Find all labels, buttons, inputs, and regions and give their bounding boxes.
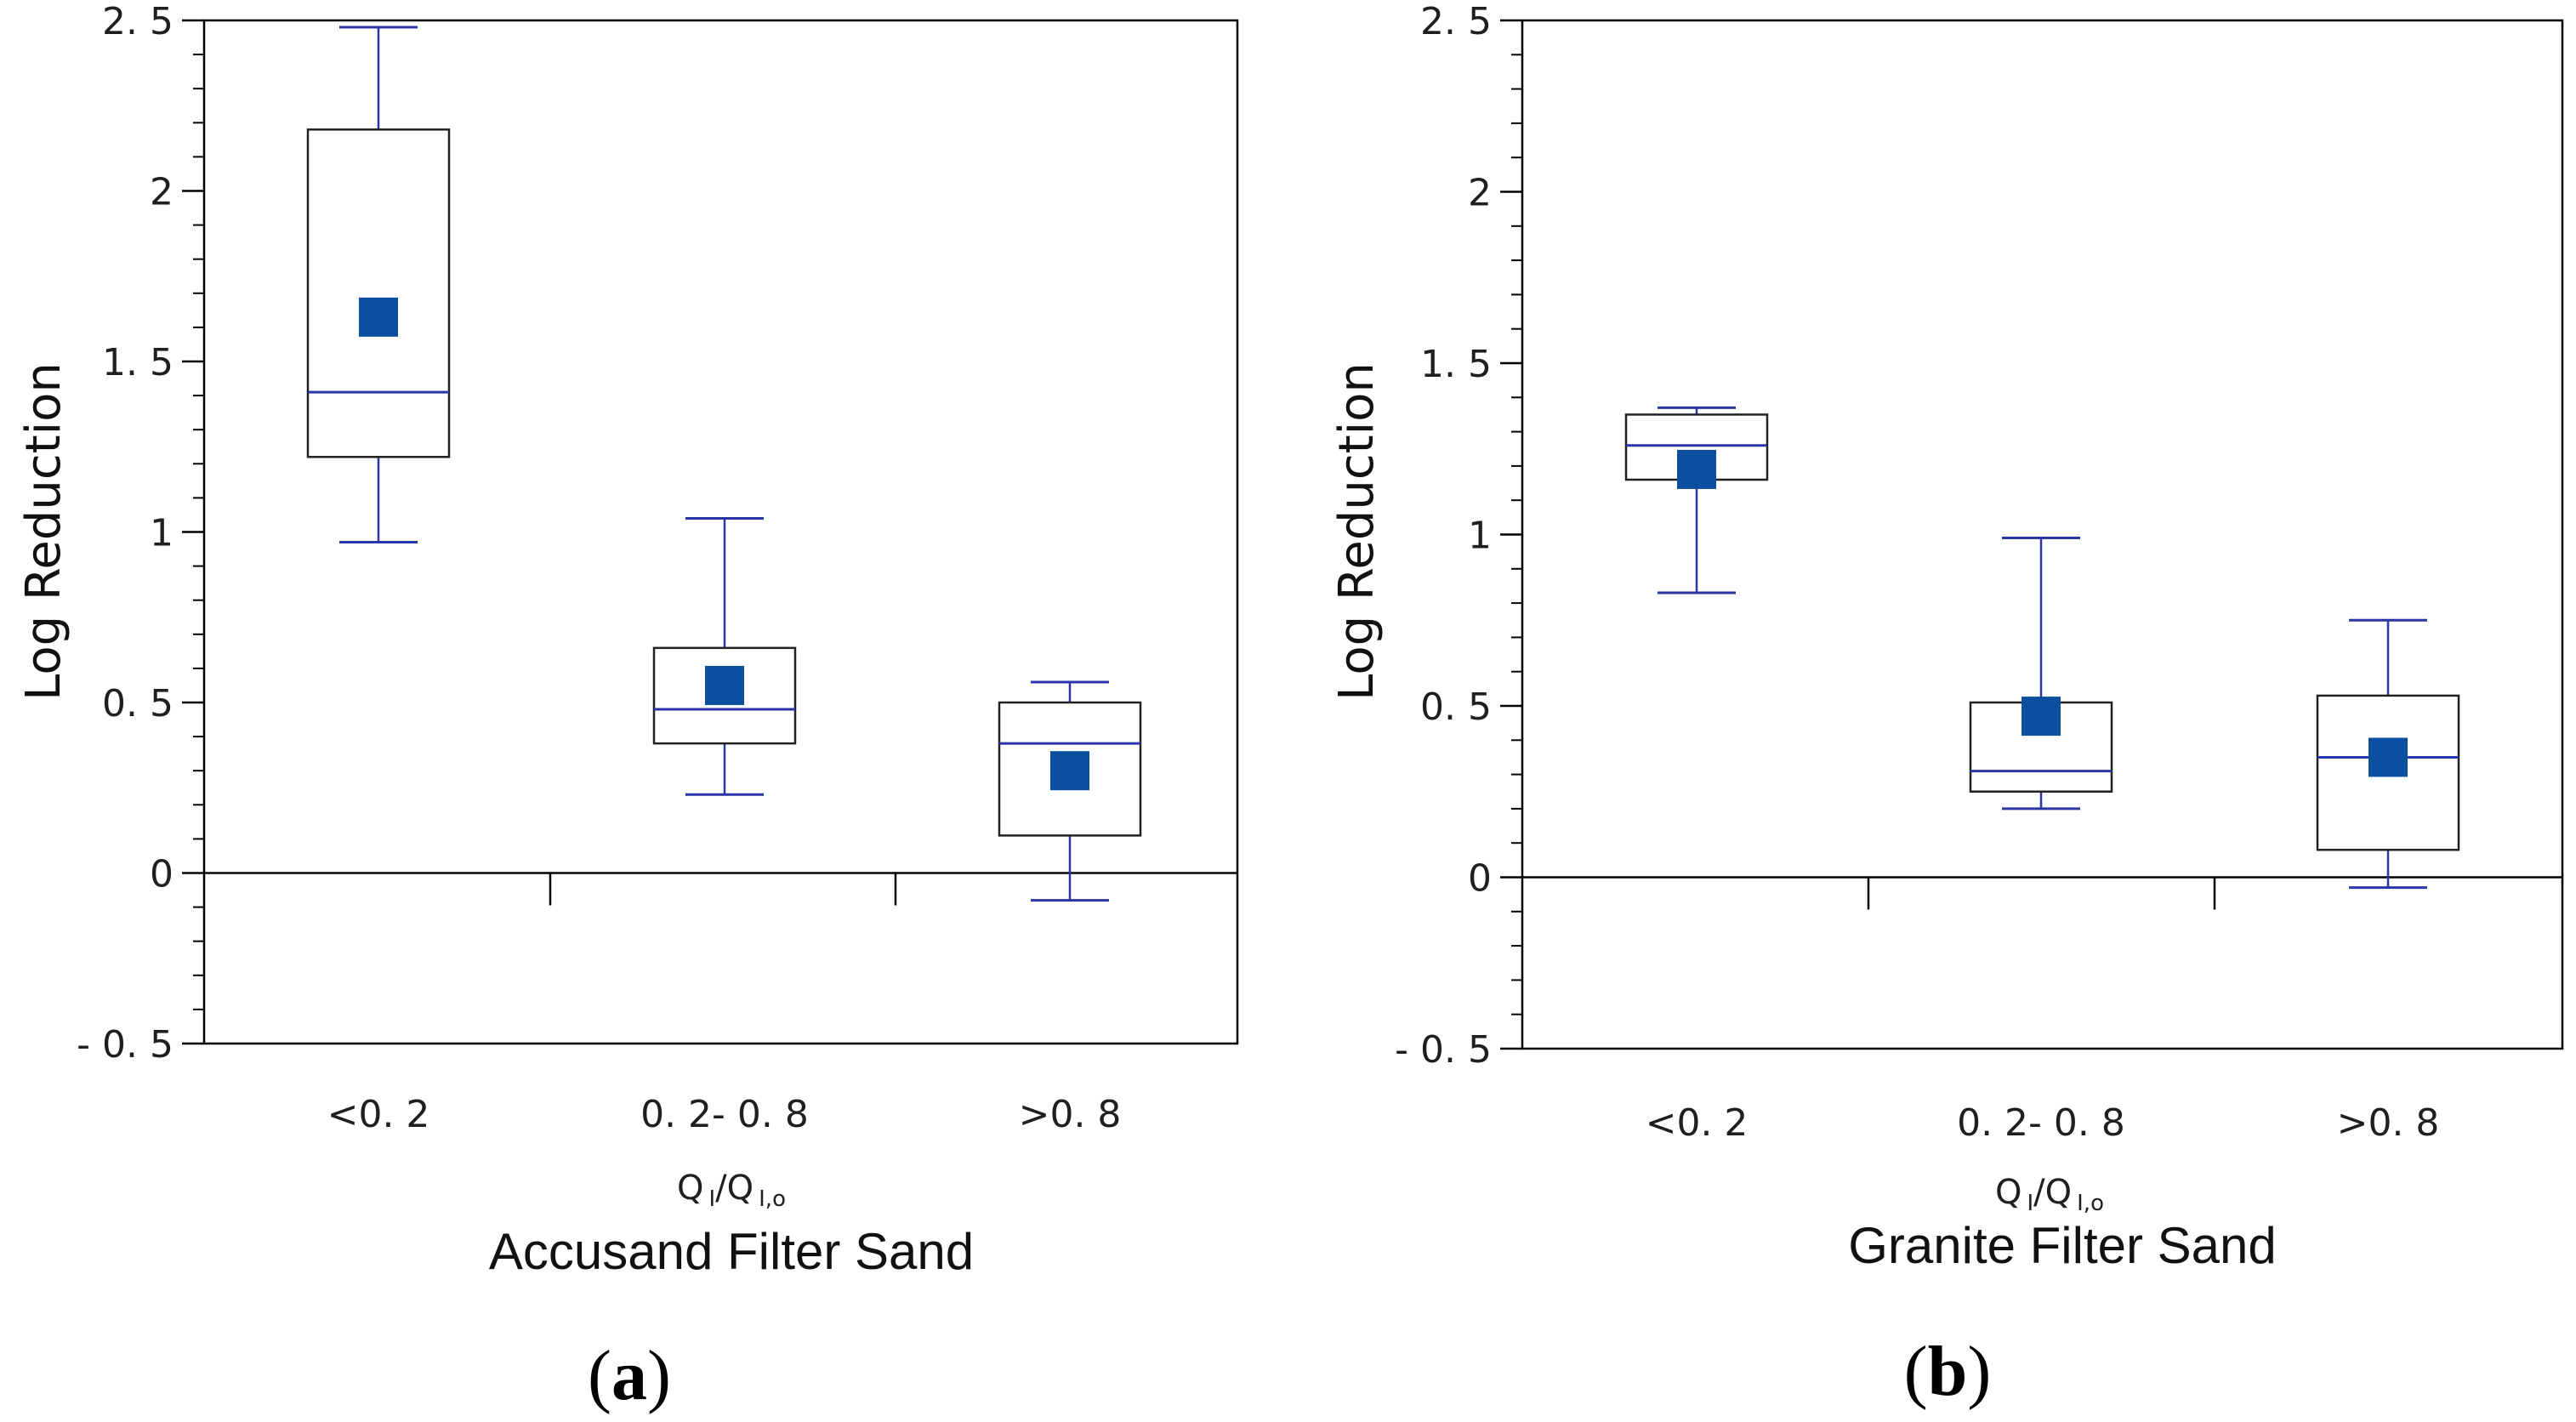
x-category-label: >0. 8 bbox=[1019, 1093, 1122, 1136]
panel-label-open: ( bbox=[588, 1336, 611, 1415]
mean-marker bbox=[1677, 449, 1716, 489]
panel-label-open: ( bbox=[1904, 1332, 1928, 1411]
box-2 bbox=[652, 516, 797, 796]
iqr-box bbox=[306, 128, 451, 458]
panel-label-close: ) bbox=[1967, 1332, 1991, 1411]
y-tick-label: 0. 5 bbox=[1420, 685, 1492, 729]
box-1 bbox=[1624, 406, 1769, 594]
plot-frame bbox=[1521, 19, 2564, 1050]
panel-label-letter: b bbox=[1928, 1332, 1968, 1411]
y-tick-label: 1 bbox=[1468, 515, 1492, 558]
box-3 bbox=[2316, 618, 2460, 890]
box-1 bbox=[306, 26, 451, 544]
x-unit-sub1: I bbox=[709, 1186, 716, 1212]
chart-panel-b: - 0. 5 0 0. 5 1 1. 5 2 2. 5 Log Reduction <0. 2 0… bbox=[1329, 0, 2564, 1411]
y-tick-label: - 0. 5 bbox=[77, 1023, 173, 1066]
y-tick-label: 0 bbox=[150, 853, 173, 896]
x-category-label: <0. 2 bbox=[1646, 1101, 1749, 1145]
mean-marker bbox=[1050, 751, 1089, 791]
x-unit-q: Q bbox=[1995, 1173, 2022, 1212]
y-tick-label: 2. 5 bbox=[102, 0, 173, 43]
mean-marker bbox=[359, 297, 398, 337]
y-tick-label: 1 bbox=[150, 512, 173, 555]
x-category-label: >0. 8 bbox=[2337, 1101, 2440, 1145]
box-2 bbox=[1969, 537, 2113, 811]
y-axis-title: Log Reduction bbox=[16, 362, 71, 701]
x-unit-sub1: I bbox=[2027, 1191, 2034, 1216]
y-tick-label: 0 bbox=[1468, 857, 1492, 901]
chart-panel-a: - 0. 5 0 0. 5 1 1. 5 2 2. 5 Log Reduction <0. 2 0… bbox=[16, 0, 1239, 1415]
x-category-label: <0. 2 bbox=[327, 1093, 430, 1136]
mean-marker bbox=[2022, 697, 2061, 737]
panel-label-letter: a bbox=[611, 1336, 647, 1415]
x-unit-sep: /Q bbox=[2033, 1173, 2072, 1212]
box-3 bbox=[998, 680, 1142, 902]
y-tick-label: 2 bbox=[1468, 172, 1492, 215]
x-axis-unit-label: Q I/Q I,o bbox=[677, 1169, 786, 1212]
panel-label: (a) bbox=[588, 1336, 671, 1415]
x-axis-unit-label: Q I/Q I,o bbox=[1995, 1173, 2104, 1216]
y-tick-label: 2 bbox=[150, 171, 173, 214]
y-tick-label: 1. 5 bbox=[102, 341, 173, 384]
x-unit-sep: /Q bbox=[715, 1169, 753, 1208]
panel-label-close: ) bbox=[647, 1336, 671, 1415]
mean-marker bbox=[705, 665, 744, 705]
y-tick-label: 1. 5 bbox=[1420, 343, 1492, 386]
x-unit-q: Q bbox=[677, 1169, 703, 1208]
x-category-label: 0. 2- 0. 8 bbox=[1957, 1101, 2125, 1145]
y-tick-label: 2. 5 bbox=[1420, 0, 1492, 43]
x-category-label: 0. 2- 0. 8 bbox=[640, 1093, 809, 1136]
panel-label: (b) bbox=[1904, 1332, 1992, 1411]
y-axis-title: Log Reduction bbox=[1329, 362, 1385, 701]
x-unit-sub2: I,o bbox=[2077, 1191, 2104, 1216]
mean-marker bbox=[2368, 737, 2408, 777]
chart-title: Granite Filter Sand bbox=[1848, 1217, 2277, 1274]
chart-title: Accusand Filter Sand bbox=[489, 1223, 974, 1280]
y-tick-label: - 0. 5 bbox=[1395, 1028, 1492, 1072]
y-tick-label: 0. 5 bbox=[102, 682, 173, 725]
x-unit-sub2: I,o bbox=[759, 1186, 786, 1212]
